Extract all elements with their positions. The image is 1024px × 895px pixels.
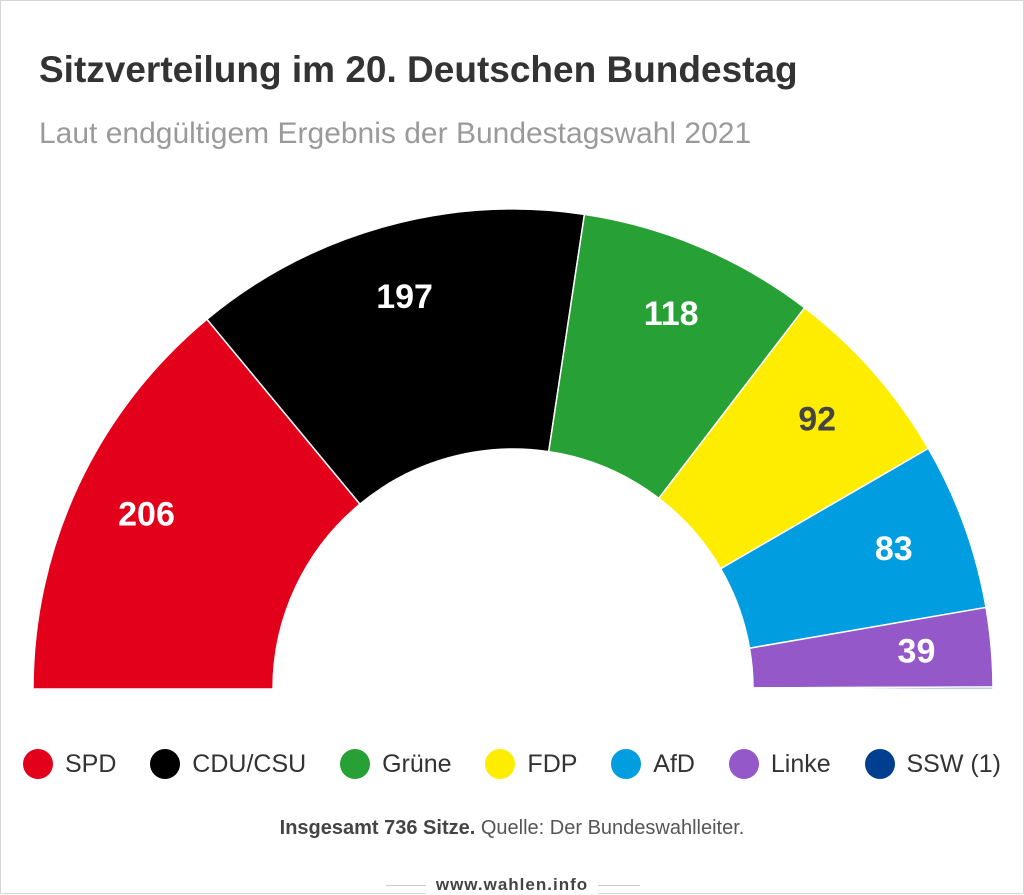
legend-swatch [23,749,53,779]
legend-item: CDU/CSU [150,749,306,779]
value-label: 83 [875,530,913,568]
value-label: 118 [644,295,699,333]
legend-label: FDP [527,749,578,778]
watermark: www.wahlen.info [425,875,599,894]
legend-swatch [485,749,516,779]
legend-swatch [728,749,759,779]
legend-item: SPD [23,749,116,779]
watermark-row: www.wahlen.info [1,875,1023,895]
seat-segment [752,686,994,690]
legend-label: SPD [65,749,117,778]
note: Insgesamt 736 Sitze. [279,817,476,839]
legend-swatch [864,749,895,779]
value-label: 197 [376,278,433,316]
legend-label: CDU/CSU [192,749,307,778]
legend-swatch [340,749,371,779]
value-label: 39 [898,633,936,671]
seat-segment [205,208,586,506]
legend-item: Grüne [340,749,452,779]
legend-item: FDP [485,749,577,779]
value-label: 92 [798,401,836,439]
legend-item: AfD [611,749,695,779]
value-label: 206 [118,496,175,534]
legend-swatch [611,749,642,779]
source: Quelle: Der Bundeswahlleiter. [480,817,745,839]
legend-label: AfD [653,749,695,778]
legend: SPD CDU/CSU Grüne FDP AfD Linke SSW (1) [23,749,1001,779]
legend-label: SSW (1) [906,749,1001,778]
legend-item: SSW (1) [864,749,1001,779]
legend-label: Grüne [382,749,452,778]
legend-item: Linke [728,749,831,779]
footer: Insgesamt 736 Sitze. Quelle: Der Bundesw… [1,817,1023,840]
seat-segment [32,318,362,690]
legend-swatch [150,749,181,779]
legend-label: Linke [770,749,831,778]
chart-subtitle: Laut endgültigem Ergebnis der Bundestags… [39,117,752,150]
chart-title: Sitzverteilung im 20. Deutschen Bundesta… [39,49,798,90]
